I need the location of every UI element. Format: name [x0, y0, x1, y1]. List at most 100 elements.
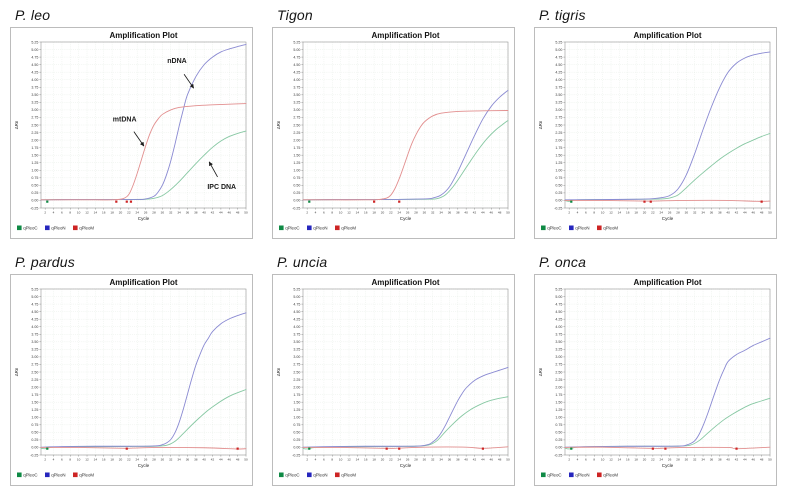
series-qPleoM-curve [40, 446, 247, 450]
svg-text:0.50: 0.50 [293, 184, 300, 188]
amplification-plot-svg: Amplification Plot 5.25 5.00 4.75 4.50 4.25 4.… [14, 278, 248, 478]
svg-text:26: 26 [668, 457, 672, 461]
svg-text:2.00: 2.00 [31, 385, 38, 389]
legend-label: qPleoC [547, 226, 561, 231]
panel-cell-p-tigris: P. tigris Amplification Plot 5.25 5.00 4.75… [534, 5, 777, 239]
svg-text:0.00: 0.00 [293, 199, 300, 203]
svg-text:28: 28 [676, 210, 680, 214]
svg-text:30: 30 [685, 210, 689, 214]
amplification-plot-panel: Amplification Plot 5.25 5.00 4.75 4.50 4.25 4.… [534, 274, 777, 486]
svg-text:46: 46 [752, 210, 756, 214]
svg-text:4.75: 4.75 [293, 55, 300, 59]
svg-text:18: 18 [110, 457, 114, 461]
svg-text:8: 8 [593, 457, 595, 461]
legend-label: qPleoM [603, 226, 618, 231]
svg-text:24: 24 [397, 210, 401, 214]
series-qPleoC-curve [564, 397, 771, 450]
svg-text:0.50: 0.50 [555, 184, 562, 188]
svg-text:46: 46 [752, 457, 756, 461]
svg-text:0.50: 0.50 [293, 431, 300, 435]
legend-swatch [569, 225, 574, 231]
svg-text:5.00: 5.00 [31, 48, 38, 52]
svg-text:0.25: 0.25 [555, 438, 562, 442]
y-axis-ticks: 5.25 5.00 4.75 4.50 4.25 4.00 3.75 3.50 3.25 3.00… [554, 40, 565, 210]
svg-text:46: 46 [490, 210, 494, 214]
svg-text:2.25: 2.25 [555, 378, 562, 382]
svg-text:4.25: 4.25 [293, 70, 300, 74]
svg-text:2.75: 2.75 [293, 363, 300, 367]
amplification-plot-svg: Amplification Plot 5.25 5.00 4.75 4.50 4.25 4.… [14, 31, 248, 231]
svg-text:8: 8 [331, 457, 333, 461]
svg-text:24: 24 [659, 457, 663, 461]
svg-text:3.50: 3.50 [555, 340, 562, 344]
svg-text:24: 24 [135, 457, 139, 461]
x-axis-label: Cycle [400, 463, 412, 468]
x-axis-label: Cycle [138, 463, 150, 468]
svg-text:18: 18 [372, 210, 376, 214]
svg-text:26: 26 [144, 457, 148, 461]
svg-text:4.75: 4.75 [555, 302, 562, 306]
svg-text:20: 20 [381, 457, 385, 461]
svg-text:16: 16 [102, 457, 106, 461]
svg-text:0.00: 0.00 [293, 446, 300, 450]
svg-text:1.75: 1.75 [555, 146, 562, 150]
svg-text:1.25: 1.25 [293, 408, 300, 412]
baseline-markers [570, 200, 763, 203]
svg-text:42: 42 [211, 210, 215, 214]
svg-text:2.25: 2.25 [31, 131, 38, 135]
species-title: P. onca [539, 254, 587, 270]
svg-text:42: 42 [735, 457, 739, 461]
svg-text:4: 4 [315, 210, 317, 214]
svg-text:0.00: 0.00 [31, 199, 38, 203]
svg-text:2: 2 [306, 210, 308, 214]
legend-item-qPleoC: qPleoC [279, 225, 300, 231]
svg-text:12: 12 [85, 457, 89, 461]
svg-text:14: 14 [94, 457, 98, 461]
svg-text:28: 28 [152, 210, 156, 214]
legend-item-qPleoN: qPleoN [569, 225, 590, 231]
legend-swatch [17, 225, 22, 231]
svg-text:16: 16 [364, 210, 368, 214]
plot-title: Amplification Plot [110, 31, 178, 40]
legend-swatch [335, 225, 340, 231]
panel-cell-p-uncia: P. uncia Amplification Plot 5.25 5.00 4.75 4… [272, 252, 515, 486]
svg-text:-0.25: -0.25 [554, 453, 562, 457]
svg-text:2.25: 2.25 [293, 131, 300, 135]
svg-text:34: 34 [177, 457, 181, 461]
svg-text:8: 8 [69, 457, 71, 461]
svg-text:20: 20 [119, 457, 123, 461]
x-axis-label: Cycle [138, 216, 150, 221]
series-qPleoM-curve [302, 446, 509, 449]
svg-text:4.00: 4.00 [555, 325, 562, 329]
svg-text:28: 28 [152, 457, 156, 461]
svg-text:18: 18 [634, 457, 638, 461]
annotation-arrow [133, 131, 145, 147]
series-qPleoM-curve [564, 446, 771, 450]
svg-text:3.25: 3.25 [31, 101, 38, 105]
svg-text:0.75: 0.75 [31, 423, 38, 427]
x-axis-ticks: 2 4 6 8 10 12 14 16 18 20 22 24 26 28 30 32 34 36 38 40 42 44… [568, 208, 772, 214]
svg-text:1.75: 1.75 [31, 146, 38, 150]
annotation-label: nDNA [167, 58, 186, 65]
svg-text:3.00: 3.00 [293, 108, 300, 112]
legend: qPleoC qPleoN qPleoM [279, 225, 356, 231]
svg-text:22: 22 [127, 457, 131, 461]
svg-text:2.75: 2.75 [31, 116, 38, 120]
legend-label: qPleoN [51, 226, 65, 231]
svg-text:46: 46 [490, 457, 494, 461]
baseline-markers [308, 447, 484, 450]
svg-text:3.75: 3.75 [31, 86, 38, 90]
svg-text:3.25: 3.25 [555, 101, 562, 105]
svg-text:0.25: 0.25 [31, 438, 38, 442]
svg-text:24: 24 [397, 457, 401, 461]
species-title: P. tigris [539, 7, 586, 23]
svg-text:12: 12 [609, 457, 613, 461]
amplification-plot-panel: Amplification Plot 5.25 5.00 4.75 4.50 4.25 4.… [534, 27, 777, 239]
legend-label: qPleoC [285, 473, 299, 478]
svg-text:48: 48 [236, 457, 240, 461]
svg-text:44: 44 [219, 210, 223, 214]
svg-text:48: 48 [760, 210, 764, 214]
legend-label: qPleoM [79, 473, 94, 478]
legend: qPleoC qPleoN qPleoM [279, 472, 356, 478]
svg-text:0.50: 0.50 [31, 431, 38, 435]
